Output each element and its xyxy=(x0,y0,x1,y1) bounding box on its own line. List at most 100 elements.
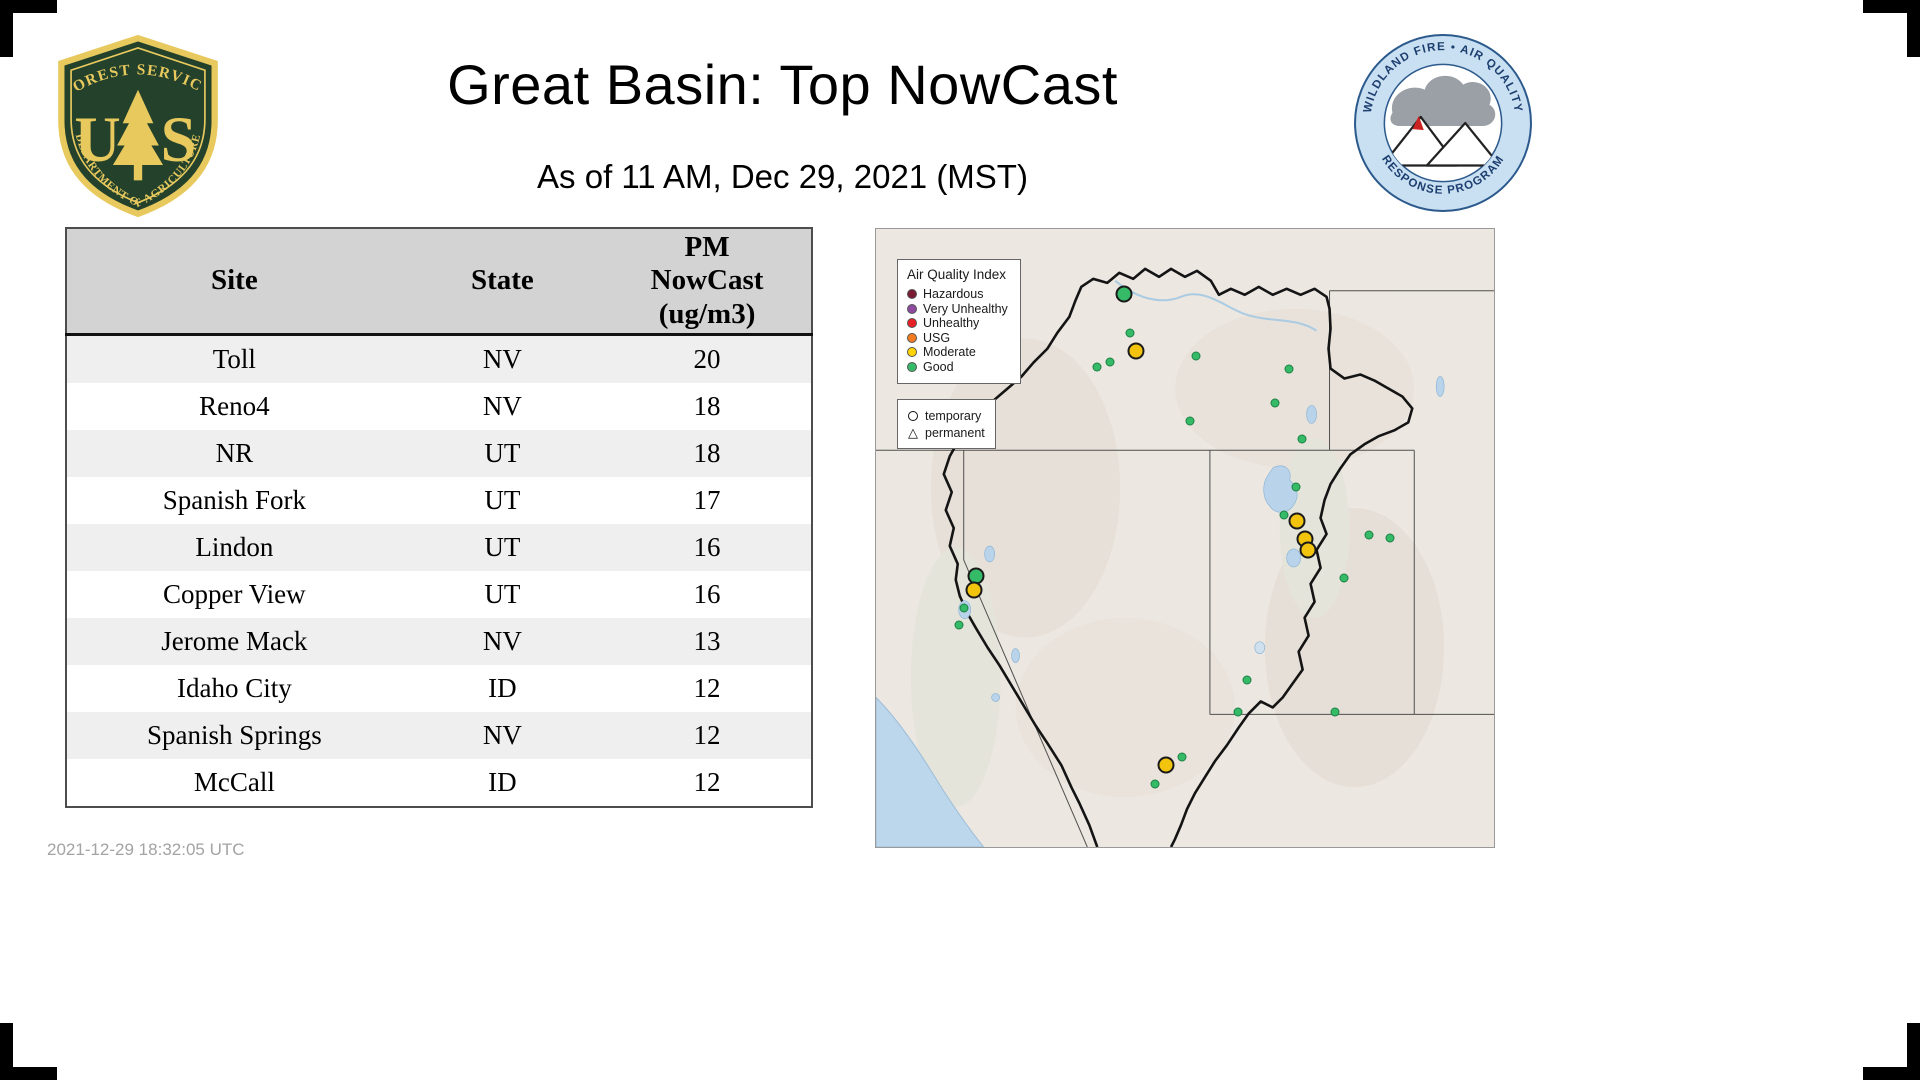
table-row: Spanish Fork UT 17 xyxy=(66,477,812,524)
value-cell: 18 xyxy=(693,438,721,468)
state-cell: ID xyxy=(488,767,517,797)
monitor-marker-good xyxy=(1291,482,1301,492)
shield-letter-s: S xyxy=(161,104,197,175)
aqi-color-dot xyxy=(907,318,917,329)
corner-mark-top-left xyxy=(0,0,57,57)
aqi-legend-label: Good xyxy=(923,359,954,374)
monitor-marker-good xyxy=(1279,510,1289,520)
monitor-marker-good xyxy=(1364,530,1374,540)
state-cell: NV xyxy=(482,720,522,750)
col-header-site: Site xyxy=(66,228,402,336)
value-cell: 20 xyxy=(693,344,721,374)
monitor-marker-good xyxy=(1105,357,1115,367)
table-row: Idaho City ID 12 xyxy=(66,665,812,712)
state-cell: UT xyxy=(484,579,521,609)
site-cell: Spanish Fork xyxy=(162,485,306,515)
monitor-marker-good xyxy=(1297,434,1307,444)
table-row: Toll NV 20 xyxy=(66,334,812,383)
aqi-color-dot xyxy=(907,361,917,372)
value-cell: 12 xyxy=(693,767,721,797)
site-cell: Reno4 xyxy=(199,391,270,421)
lakes xyxy=(958,376,1445,702)
nowcast-table: Site State PM NowCast (ug/m3) Toll NV 20 Re… xyxy=(65,227,813,808)
table-row: Copper View UT 16 xyxy=(66,571,812,618)
value-cell: 12 xyxy=(693,720,721,750)
page-subtitle: As of 11 AM, Dec 29, 2021 (MST) xyxy=(537,158,1028,195)
site-cell: Spanish Springs xyxy=(146,720,322,750)
state-borders xyxy=(876,290,1494,847)
col-header-state: State xyxy=(401,228,604,336)
aqi-legend-label: Unhealthy xyxy=(923,316,980,331)
aqi-color-dot xyxy=(907,303,917,314)
monitor-marker-good xyxy=(1284,364,1294,374)
type-legend-label: permanent xyxy=(925,425,985,440)
smoke-cloud-icon xyxy=(1390,75,1496,127)
type-legend-items: temporary △ permanent xyxy=(908,407,985,441)
value-cell: 16 xyxy=(693,532,721,562)
monitor-marker-good xyxy=(1330,707,1340,717)
site-cell: Idaho City xyxy=(176,673,292,703)
aqi-color-dot xyxy=(907,332,917,343)
type-legend: temporary △ permanent xyxy=(897,399,996,449)
state-cell: NV xyxy=(482,391,522,421)
aqi-legend-label: Moderate xyxy=(923,345,976,360)
aqi-legend-label: Very Unhealthy xyxy=(923,301,1008,316)
mountain-right-icon xyxy=(1425,121,1501,167)
corner-mark-bottom-right xyxy=(1863,1023,1920,1080)
aqi-color-dot xyxy=(907,289,917,300)
marker-layer xyxy=(876,229,1494,847)
type-legend-label: temporary xyxy=(925,408,982,423)
monitor-marker-good xyxy=(1177,752,1187,762)
shield-letter-u: U xyxy=(74,104,120,175)
shield-inner-line xyxy=(70,47,206,204)
aqi-legend-item: Unhealthy xyxy=(907,316,1008,331)
value-cell: 12 xyxy=(693,673,721,703)
monitor-marker-good xyxy=(1339,573,1349,583)
temporary-circle-icon xyxy=(908,410,918,421)
table-row: McCall ID 12 xyxy=(66,759,812,807)
monitor-marker-good xyxy=(1125,328,1135,338)
forest-service-logo: FOREST SERVICE U S DEPARTMENT OF AGRICUL… xyxy=(52,34,218,218)
monitor-marker-good xyxy=(1270,398,1280,408)
monitor-marker-moderate xyxy=(1127,342,1145,360)
table-row: Reno4 NV 18 xyxy=(66,383,812,430)
aqi-legend-label: USG xyxy=(923,330,951,345)
aqi-legend-item: Moderate xyxy=(907,345,1008,360)
aqi-legend-items: Hazardous Very Unhealthy Unhealthy USG Moder… xyxy=(907,287,1008,374)
monitor-marker-good xyxy=(1115,285,1133,303)
page-title: Great Basin: Top NowCast xyxy=(447,53,1118,116)
great-basin-boundary xyxy=(942,267,1414,847)
monitor-marker-good xyxy=(1385,533,1395,543)
aqi-legend-item: USG xyxy=(907,331,1008,346)
site-cell: McCall xyxy=(193,767,275,797)
value-cell: 17 xyxy=(693,485,721,515)
table-row: Jerome Mack NV 13 xyxy=(66,618,812,665)
ocean xyxy=(876,696,985,847)
type-legend-item: temporary xyxy=(908,407,985,424)
river xyxy=(1114,280,1318,332)
monitor-marker-good xyxy=(1150,779,1160,789)
site-cell: Lindon xyxy=(195,532,274,562)
corner-mark-bottom-left xyxy=(0,1023,57,1080)
monitor-marker-good xyxy=(1191,351,1201,361)
monitor-marker-moderate xyxy=(1288,512,1306,530)
state-cell: UT xyxy=(484,485,521,515)
aqi-legend: Air Quality Index Hazardous Very Unhealth… xyxy=(897,259,1021,384)
monitor-marker-moderate xyxy=(965,581,983,599)
monitor-marker-good xyxy=(1185,416,1195,426)
site-cell: Jerome Mack xyxy=(161,626,308,656)
value-cell: 13 xyxy=(693,626,721,656)
aqi-legend-item: Very Unhealthy xyxy=(907,302,1008,317)
value-cell: 16 xyxy=(693,579,721,609)
monitor-marker-good xyxy=(959,603,969,613)
nowcast-table-body: Toll NV 20 Reno4 NV 18 NR UT 18 Spanish Fork UT 17 L… xyxy=(66,334,812,807)
state-cell: UT xyxy=(484,438,521,468)
site-cell: Toll xyxy=(212,344,256,374)
state-cell: NV xyxy=(482,626,522,656)
generated-timestamp: 2021-12-29 18:32:05 UTC xyxy=(47,840,245,859)
type-legend-item: △ permanent xyxy=(908,424,985,441)
wfaqrp-logo: WILDLAND FIRE • AIR QUALITY RESPONSE PRO… xyxy=(1354,34,1532,212)
pine-tree-icon xyxy=(112,89,164,181)
monitor-marker-moderate xyxy=(1299,541,1317,559)
